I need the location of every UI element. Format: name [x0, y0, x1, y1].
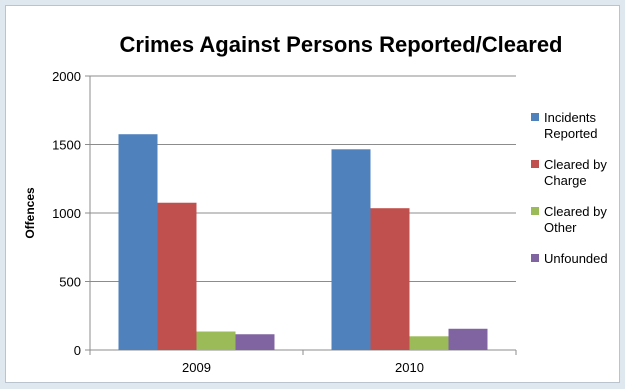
x-tick-labels: 2009 2010	[89, 350, 517, 375]
legend-label: Cleared by Other	[544, 204, 607, 235]
chart-frame: Crimes Against Persons Reported/Cleared …	[5, 5, 620, 383]
legend-swatch	[531, 207, 539, 215]
legend-item-cleared-by-other: Cleared by Other	[531, 204, 607, 235]
y-tick-label: 1000	[52, 206, 81, 221]
bar-2010-cleared-by-other	[409, 336, 449, 350]
y-tick-labels: 0 500 1000 1500 2000	[52, 69, 81, 358]
bar-2010-cleared-by-charge	[370, 208, 410, 350]
bar-2009-cleared-by-other	[196, 331, 236, 350]
y-axis-label: Offences	[23, 187, 37, 239]
y-tick-label: 1500	[52, 138, 81, 153]
chart-title: Crimes Against Persons Reported/Cleared	[120, 32, 563, 57]
chart-svg: Crimes Against Persons Reported/Cleared …	[23, 32, 608, 375]
bar-2010-unfounded	[448, 328, 488, 350]
legend-swatch	[531, 254, 539, 262]
bars	[118, 134, 488, 350]
y-tick-label: 2000	[52, 69, 81, 84]
legend-item-cleared-by-charge: Cleared by Charge	[531, 157, 607, 188]
legend-label: Unfounded	[544, 251, 608, 266]
bar-2009-cleared-by-charge	[157, 202, 197, 350]
y-tick-label: 500	[59, 275, 81, 290]
bar-2009-incidents-reported	[118, 134, 158, 350]
x-tick-label: 2009	[182, 360, 211, 375]
legend-item-incidents-reported: Incidents Reported	[531, 110, 597, 141]
bar-2009-unfounded	[235, 334, 275, 350]
y-tick-label: 0	[74, 343, 81, 358]
x-tick-label: 2010	[395, 360, 424, 375]
legend-item-unfounded: Unfounded	[531, 251, 608, 266]
legend-swatch	[531, 160, 539, 168]
bar-2010-incidents-reported	[331, 149, 371, 350]
legend-label: Incidents Reported	[544, 110, 597, 141]
legend-swatch	[531, 113, 539, 121]
legend: Incidents Reported Cleared by Charge Cleared…	[531, 110, 608, 266]
legend-label: Cleared by Charge	[544, 157, 607, 188]
